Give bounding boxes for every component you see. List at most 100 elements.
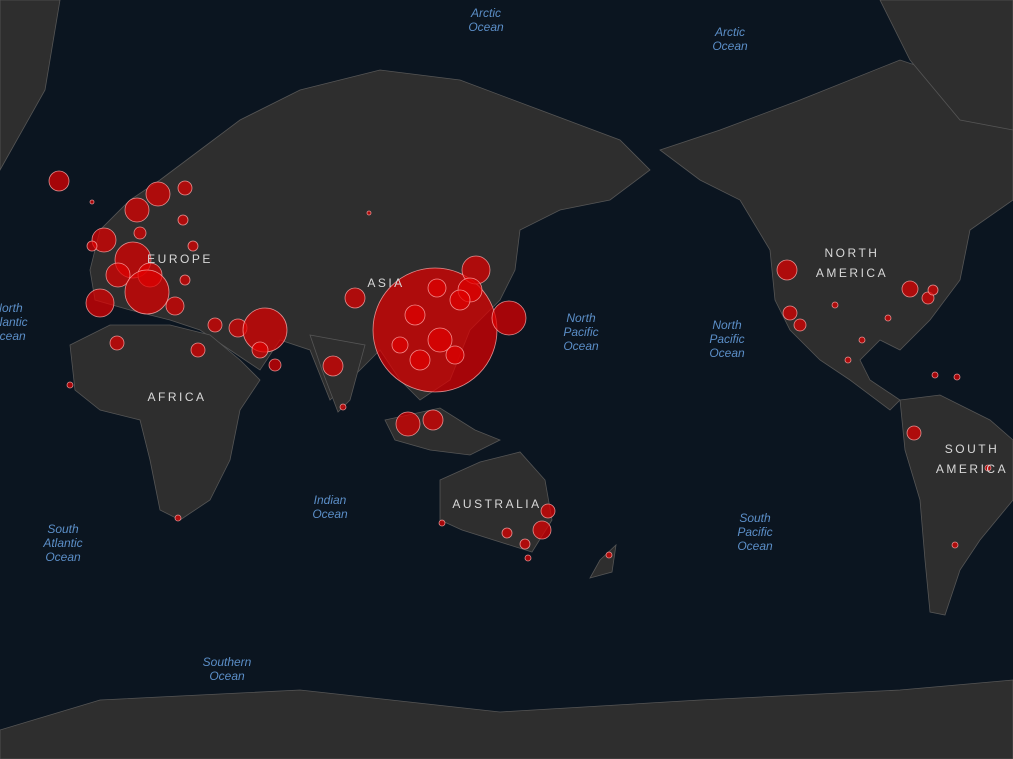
ocean-label-line: Atlantic: [0, 315, 28, 329]
case-marker: [951, 541, 959, 549]
case-marker: [109, 335, 125, 351]
case-marker: [145, 181, 171, 207]
case-marker: [844, 356, 852, 364]
greenland-west: [0, 0, 61, 171]
case-marker: [906, 425, 922, 441]
ocean-label-line: Southern: [203, 655, 252, 669]
ocean-label-line: South: [739, 511, 771, 525]
case-marker: [105, 262, 131, 288]
continent-label-line: NORTH: [825, 246, 880, 260]
case-marker: [427, 327, 453, 353]
ocean-label-line: Pacific: [709, 332, 744, 346]
case-marker: [251, 341, 269, 359]
case-marker: [48, 170, 70, 192]
case-marker: [491, 300, 527, 336]
case-marker: [89, 199, 95, 205]
ocean-label-line: Ocean: [563, 339, 599, 353]
continent-label: AUSTRALIA: [452, 497, 541, 511]
case-marker: [409, 349, 431, 371]
ocean-label-line: Ocean: [709, 346, 745, 360]
case-marker: [782, 305, 798, 321]
case-marker: [776, 259, 798, 281]
ocean-label-line: North: [712, 318, 742, 332]
continent-label-line: AMERICA: [816, 266, 888, 280]
continent-label-line: AMERICA: [936, 462, 1008, 476]
case-marker: [793, 318, 807, 332]
case-marker: [831, 301, 839, 309]
ocean-label-line: Ocean: [45, 550, 81, 564]
ocean-label: Southern Ocean: [203, 655, 252, 683]
ocean-label: North Pacific Ocean: [709, 318, 745, 360]
case-marker: [91, 227, 117, 253]
ocean-label-line: Arctic: [470, 6, 501, 20]
case-marker: [133, 226, 147, 240]
case-marker: [268, 358, 282, 372]
ocean-label-line: South: [47, 522, 79, 536]
case-marker: [519, 538, 531, 550]
ocean-label-line: Ocean: [737, 539, 773, 553]
ocean-label-line: Ocean: [468, 20, 504, 34]
ocean-label-line: Pacific: [563, 325, 598, 339]
antarctica: [0, 679, 1013, 759]
case-marker: [901, 280, 919, 298]
case-marker: [532, 520, 552, 540]
case-marker: [322, 355, 344, 377]
continent-label-line: AUSTRALIA: [452, 497, 541, 511]
continent-label: ASIA: [367, 276, 404, 290]
case-marker: [207, 317, 223, 333]
case-marker: [927, 284, 939, 296]
case-marker: [165, 296, 185, 316]
ocean-label-line: Arctic: [714, 25, 745, 39]
ocean-label-line: Ocean: [312, 507, 348, 521]
case-marker: [179, 274, 191, 286]
case-marker: [449, 289, 471, 311]
ocean-label-line: North: [0, 301, 23, 315]
continent-label: SOUTH AMERICA: [936, 442, 1008, 476]
ocean-label-line: Indian: [314, 493, 347, 507]
case-marker: [391, 336, 409, 354]
case-marker: [344, 287, 366, 309]
continent-label: EUROPE: [147, 252, 213, 266]
ocean-label: NorthAtlanticOcean: [0, 301, 28, 343]
case-marker: [66, 381, 74, 389]
case-marker: [422, 409, 444, 431]
case-marker: [177, 214, 189, 226]
ocean-label: South Atlantic Ocean: [42, 522, 82, 564]
ocean-label: Arctic Ocean: [468, 6, 504, 34]
case-marker: [984, 464, 992, 472]
case-marker: [174, 514, 182, 522]
continent-label-line: ASIA: [367, 276, 404, 290]
case-marker: [438, 519, 446, 527]
case-marker: [884, 314, 892, 322]
case-marker: [540, 503, 556, 519]
case-marker: [366, 210, 372, 216]
case-marker: [931, 371, 939, 379]
case-marker: [190, 342, 206, 358]
case-marker: [858, 336, 866, 344]
labels: ArcticOceanArcticOceanNorthAtlanticOcean…: [0, 6, 1008, 683]
continent-label-line: AFRICA: [147, 390, 206, 404]
ocean-label: North Pacific Ocean: [563, 311, 599, 353]
continent-label-line: SOUTH: [945, 442, 1000, 456]
ocean-label-line: Ocean: [0, 329, 26, 343]
ocean-label-line: North: [566, 311, 596, 325]
case-marker: [445, 345, 465, 365]
ocean-label-line: Ocean: [712, 39, 748, 53]
case-marker: [605, 551, 613, 559]
case-marker: [187, 240, 199, 252]
south-america: [899, 394, 1013, 616]
case-marker: [427, 278, 447, 298]
ocean-label-line: Atlantic: [42, 536, 82, 550]
case-marker: [524, 554, 532, 562]
case-marker: [177, 180, 193, 196]
continent-label-line: EUROPE: [147, 252, 213, 266]
case-marker: [395, 411, 421, 437]
ocean-label: Indian Ocean: [312, 493, 348, 521]
case-marker: [124, 197, 150, 223]
case-marker: [339, 403, 347, 411]
ocean-label-line: Ocean: [209, 669, 245, 683]
ocean-label-line: Pacific: [737, 525, 772, 539]
case-marker: [86, 240, 98, 252]
ocean-label: South Pacific Ocean: [737, 511, 773, 553]
continent-label: NORTH AMERICA: [816, 246, 888, 280]
